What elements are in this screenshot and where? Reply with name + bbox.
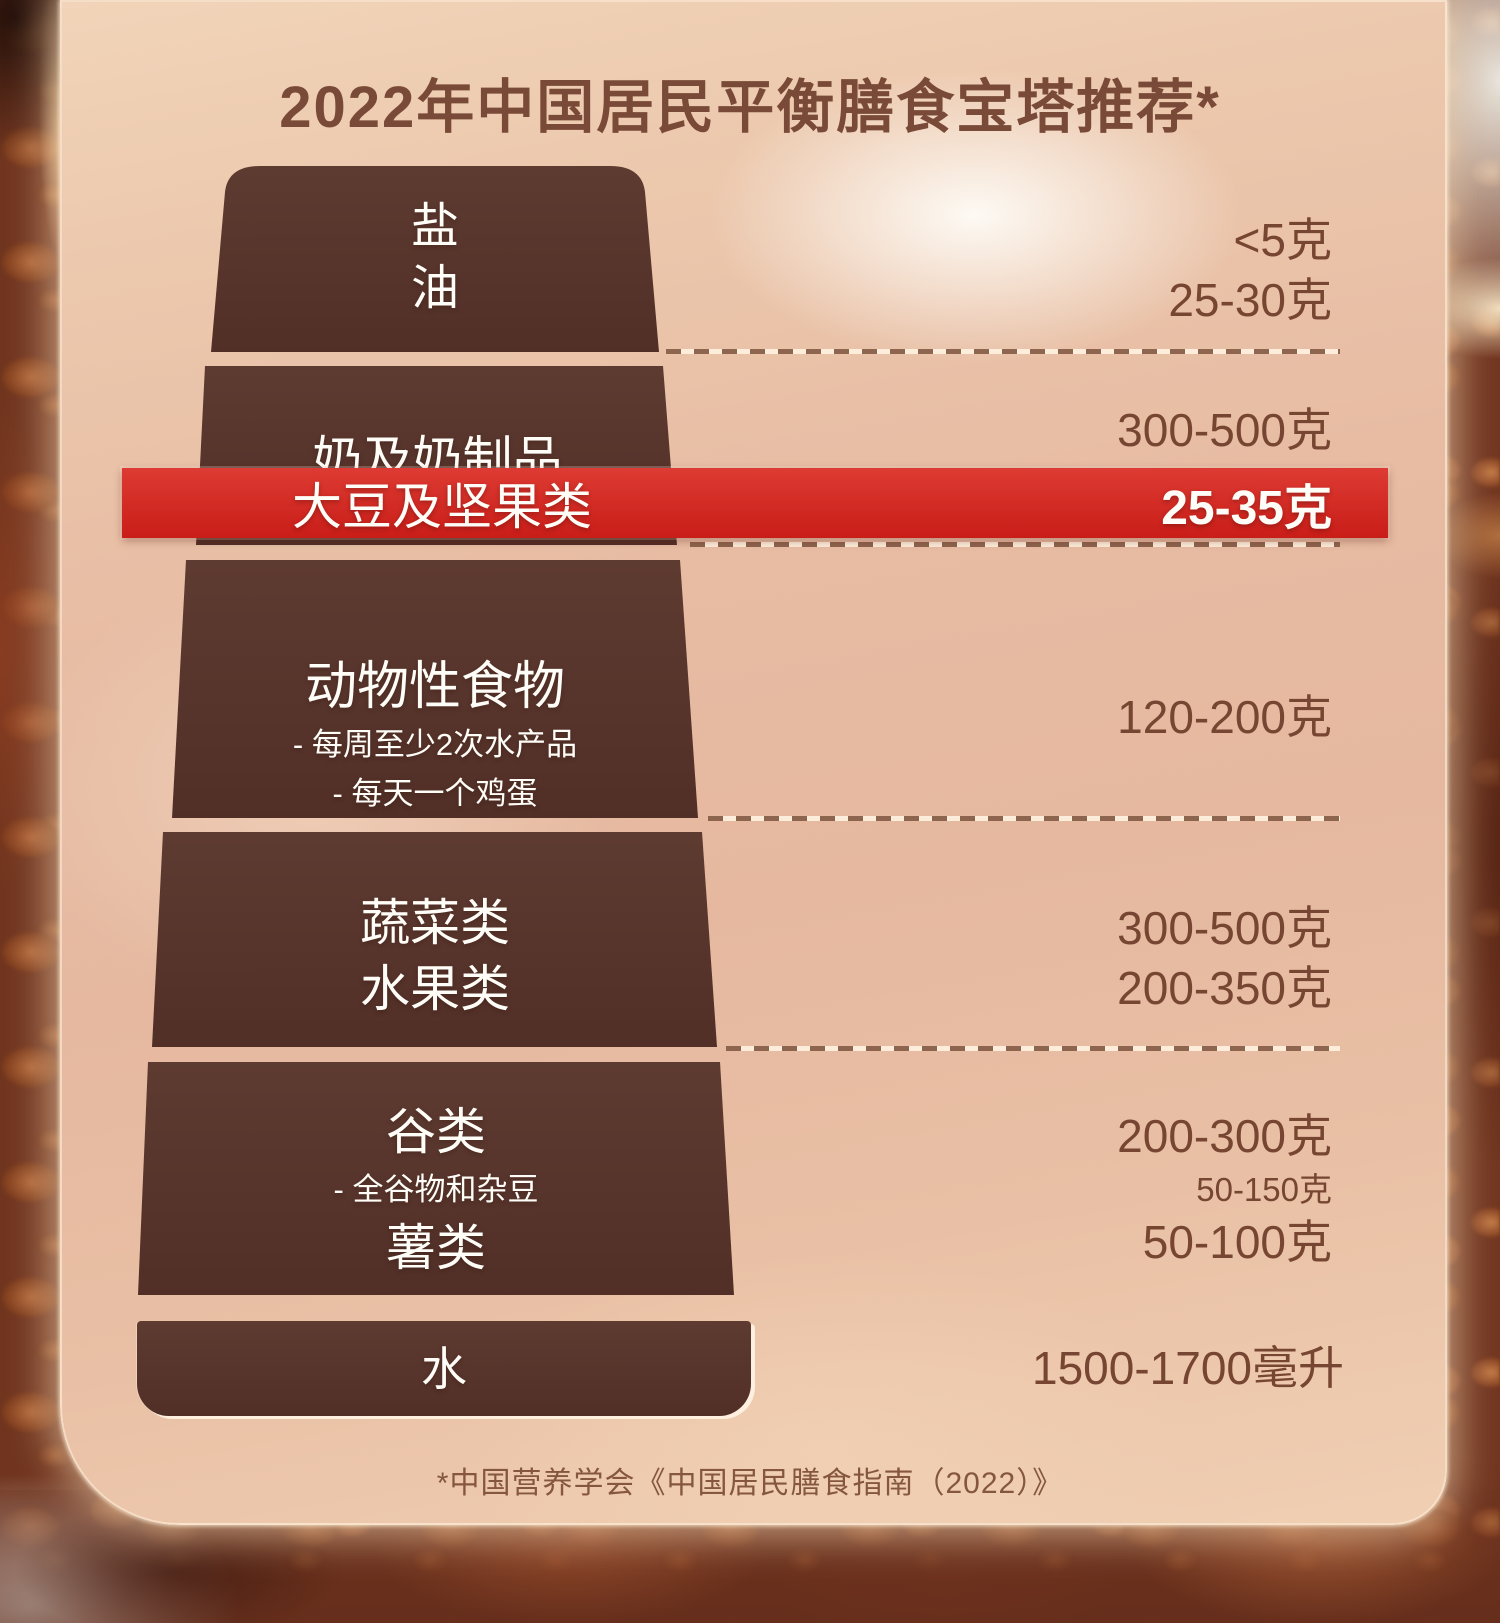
pyramid-level-veg-fruit: 蔬菜类 水果类 bbox=[152, 832, 717, 1047]
pyramid-level-animal-foods: 动物性食物 - 每周至少2次水产品 - 每天一个鸡蛋 bbox=[172, 560, 698, 818]
value-tubers: 50-100克 bbox=[1142, 1216, 1332, 1268]
label-grains: 谷类 bbox=[386, 1104, 486, 1160]
page-title: 2022年中国居民平衡膳食宝塔推荐* bbox=[279, 75, 1221, 140]
note-egg: - 每天一个鸡蛋 bbox=[332, 776, 538, 811]
label-tubers: 薯类 bbox=[386, 1220, 486, 1276]
value-dairy: 300-500克 bbox=[1117, 404, 1332, 456]
source-footnote: *中国营养学会《中国居民膳食指南（2022）》 bbox=[436, 1467, 1064, 1500]
pyramid-level-grains-tubers: 谷类 - 全谷物和杂豆 薯类 bbox=[138, 1062, 734, 1295]
dashed-line-veg-fruit bbox=[726, 1046, 1340, 1051]
label-oil: 油 bbox=[410, 262, 459, 315]
label-soy-nuts: 大豆及坚果类 bbox=[292, 479, 592, 535]
value-whole-grains: 50-150克 bbox=[1196, 1171, 1332, 1208]
dashed-line-soy-nuts bbox=[690, 542, 1340, 547]
value-salt: <5克 bbox=[1233, 214, 1332, 266]
note-aquatic-products: - 每周至少2次水产品 bbox=[292, 727, 578, 762]
pyramid-level-water: 水 bbox=[137, 1321, 751, 1416]
value-animal-foods: 120-200克 bbox=[1117, 691, 1332, 743]
label-vegetables: 蔬菜类 bbox=[360, 895, 510, 951]
dashed-line-animal bbox=[708, 816, 1340, 821]
highlight-bar-soy-nuts: 大豆及坚果类 25-35克 bbox=[122, 468, 1388, 538]
value-vegetables: 300-500克 bbox=[1117, 902, 1332, 954]
label-water: 水 bbox=[421, 1342, 467, 1395]
dashed-line-salt-oil bbox=[666, 349, 1340, 354]
label-animal-foods: 动物性食物 bbox=[304, 658, 565, 716]
value-fruits: 200-350克 bbox=[1117, 962, 1332, 1014]
label-whole-grains: - 全谷物和杂豆 bbox=[333, 1172, 539, 1207]
value-water: 1500-1700毫升 bbox=[1032, 1342, 1344, 1394]
label-salt: 盐 bbox=[410, 200, 459, 253]
pyramid-level-salt-oil: 盐 油 bbox=[210, 166, 660, 352]
label-fruits: 水果类 bbox=[360, 961, 510, 1017]
value-soy-nuts: 25-35克 bbox=[1161, 482, 1332, 535]
value-oil: 25-30克 bbox=[1168, 274, 1332, 326]
value-grains: 200-300克 bbox=[1117, 1110, 1332, 1162]
